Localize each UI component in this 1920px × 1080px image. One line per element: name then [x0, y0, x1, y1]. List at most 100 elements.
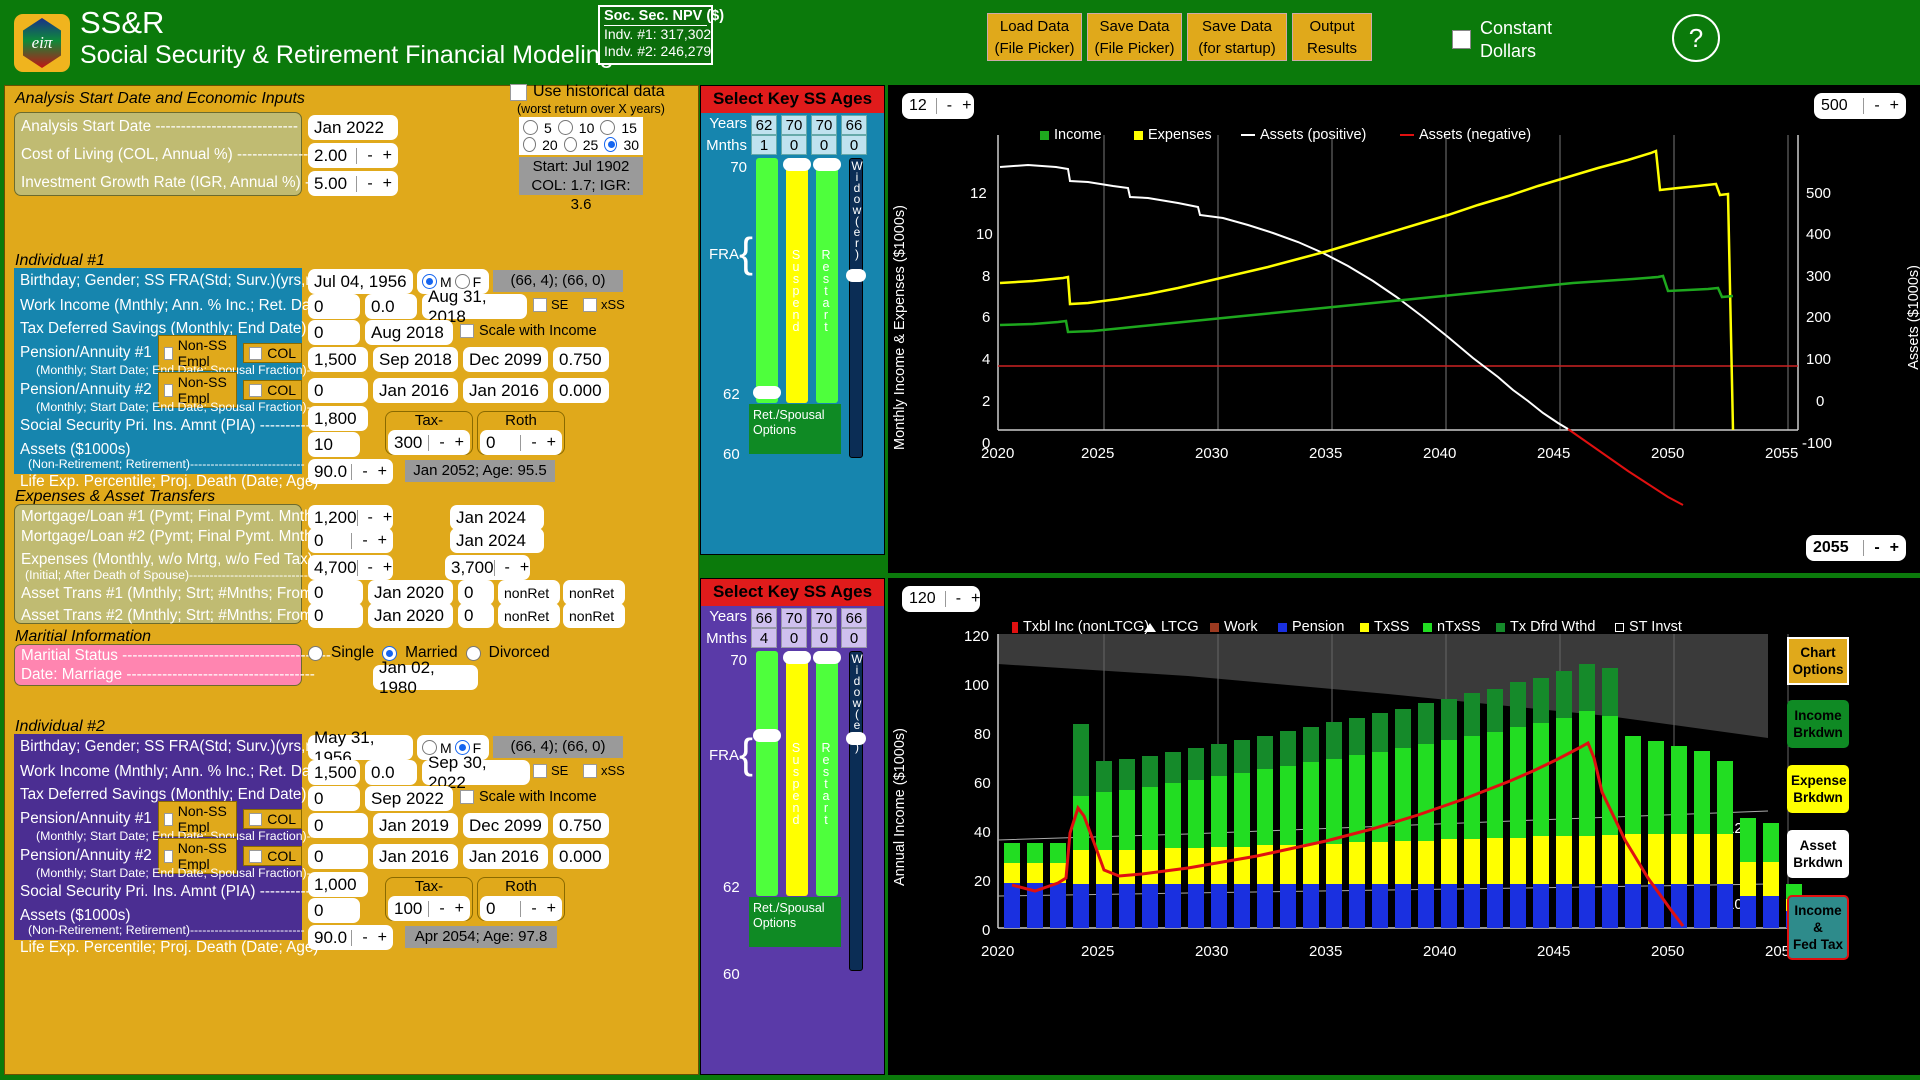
- historical-years-radiogroup[interactable]: 5 10 15 20 25 30: [519, 117, 643, 155]
- ss1-years-0[interactable]: 62: [751, 115, 777, 135]
- tc-y2max-plus[interactable]: +: [1889, 97, 1899, 114]
- i1-roth-plus[interactable]: +: [546, 433, 556, 451]
- e2-minus[interactable]: -: [504, 558, 510, 576]
- tc-y2max-minus[interactable]: -: [1874, 97, 1880, 114]
- asset-trans2-from[interactable]: nonRet: [498, 603, 560, 628]
- top-chart-ymax-value[interactable]: 12: [909, 97, 927, 114]
- i2-taxdeferred-value[interactable]: 100: [394, 898, 423, 918]
- marital-single-radio[interactable]: [308, 645, 323, 661]
- i2-pen1-fraction-input[interactable]: 0.750: [553, 813, 609, 838]
- ss1-months-0[interactable]: 1: [751, 135, 777, 155]
- i2-work-pct-input[interactable]: 0.0: [365, 760, 417, 785]
- i1-taxdef-plus[interactable]: +: [454, 433, 464, 451]
- i1-pen1-nonss-toggle[interactable]: Non-SS Empl: [157, 335, 238, 371]
- i2-pen1-col-toggle[interactable]: COL: [243, 809, 302, 829]
- i2-pen2-fraction-input[interactable]: 0.000: [553, 844, 609, 869]
- constant-dollars-checkbox[interactable]: [1452, 30, 1471, 49]
- i1-pen2-end-input[interactable]: Jan 2016: [463, 378, 548, 403]
- i1-tds-end-input[interactable]: Aug 2018: [365, 320, 453, 345]
- chart-options-button[interactable]: Chart Options: [1787, 637, 1849, 685]
- expenses-initial-group[interactable]: 4,700 - +: [308, 555, 393, 580]
- i2-lifeexp-value[interactable]: 90.0: [314, 927, 348, 947]
- ss1-slider-track-0[interactable]: [753, 158, 781, 403]
- i2-pen2-amount-input[interactable]: 0: [308, 844, 368, 869]
- i2-xss-toggle[interactable]: xSS: [583, 763, 625, 778]
- radio-25[interactable]: [563, 137, 577, 152]
- mortgage2-payment-group[interactable]: 0 - +: [308, 528, 393, 553]
- asset-trans1-months[interactable]: 0: [458, 580, 494, 605]
- i2-lifeexp-input-group[interactable]: 90.0 - +: [308, 925, 393, 950]
- ss2-slider-knob-2[interactable]: [813, 651, 841, 664]
- ss2-years-1[interactable]: 70: [781, 608, 807, 628]
- i1-pen2-start-input[interactable]: Jan 2016: [373, 378, 458, 403]
- e2-plus[interactable]: +: [519, 558, 530, 576]
- i1-taxdef-minus[interactable]: -: [439, 433, 445, 451]
- i2-se-toggle[interactable]: SE: [533, 763, 568, 778]
- igr-input-group[interactable]: 5.00 - +: [308, 171, 398, 196]
- m1-plus[interactable]: +: [382, 508, 393, 526]
- i1-se-toggle[interactable]: SE: [533, 297, 568, 312]
- i1-pen2-fraction-input[interactable]: 0.000: [553, 378, 609, 403]
- top-chart-y2max-value[interactable]: 500: [1821, 97, 1848, 114]
- col-input-group[interactable]: 2.00 - +: [308, 143, 398, 168]
- col-value[interactable]: 2.00: [314, 145, 348, 165]
- top-chart-ymax-spinner[interactable]: 12 - +: [902, 93, 974, 119]
- top-chart-y2max-spinner[interactable]: 500 - +: [1814, 93, 1906, 119]
- i1-taxdeferred-value[interactable]: 300: [394, 432, 423, 452]
- ss2-years-0[interactable]: 66: [751, 608, 777, 628]
- asset-trans1-amount[interactable]: 0: [308, 580, 363, 605]
- ss2-months-0[interactable]: 4: [751, 628, 777, 648]
- i1-lifeexp-minus[interactable]: -: [362, 462, 368, 480]
- igr-value[interactable]: 5.00: [314, 173, 348, 193]
- i2-pen2-end-input[interactable]: Jan 2016: [463, 844, 548, 869]
- i2-pen2-nonss-toggle[interactable]: Non-SS Empl: [157, 838, 238, 874]
- i1-roth-input-group[interactable]: 0 - +: [480, 430, 562, 455]
- i2-pen1-nonss-toggle[interactable]: Non-SS Empl: [157, 801, 238, 837]
- ss2-slider-knob-3[interactable]: [846, 732, 866, 745]
- asset-trans2-amount[interactable]: 0: [308, 603, 363, 628]
- help-button[interactable]: ?: [1672, 14, 1720, 62]
- bottom-chart-ymax-spinner[interactable]: 120 - +: [902, 586, 980, 612]
- asset-trans1-start[interactable]: Jan 2020: [368, 580, 453, 605]
- i1-pen1-col-toggle[interactable]: COL: [243, 343, 302, 363]
- i1-lifeexp-plus[interactable]: +: [377, 462, 387, 480]
- i2-pen1-amount-input[interactable]: 0: [308, 813, 368, 838]
- top-chart-xmax-value[interactable]: 2055: [1813, 539, 1849, 556]
- i1-lifeexp-value[interactable]: 90.0: [314, 461, 348, 481]
- i1-pen1-start-input[interactable]: Sep 2018: [373, 347, 458, 372]
- expenses-after-death[interactable]: 3,700: [451, 557, 494, 577]
- e1-plus[interactable]: +: [382, 558, 393, 576]
- expenses-initial[interactable]: 4,700: [314, 557, 357, 577]
- i2-roth-minus[interactable]: -: [531, 899, 537, 917]
- income-brkdwn-button[interactable]: Income Brkdwn: [1787, 700, 1849, 748]
- col-minus[interactable]: -: [367, 146, 373, 164]
- radio-15[interactable]: [600, 120, 616, 135]
- i2-birthday-input[interactable]: May 31, 1956: [308, 728, 413, 767]
- mortgage1-payment-group[interactable]: 1,200 - +: [308, 505, 393, 530]
- radio-30[interactable]: [604, 137, 618, 152]
- i2-taxdeferred-input-group[interactable]: 100 - +: [388, 896, 470, 921]
- i2-gender-female-radio[interactable]: [454, 740, 470, 755]
- ss2-months-3[interactable]: 0: [841, 628, 867, 648]
- ss1-months-2[interactable]: 0: [811, 135, 837, 155]
- col-plus[interactable]: +: [382, 146, 392, 164]
- ss1-years-3[interactable]: 66: [841, 115, 867, 135]
- analysis-start-date-input[interactable]: Jan 2022: [308, 115, 398, 140]
- i1-work-pct-input[interactable]: 0.0: [365, 294, 417, 319]
- ss2-slider-track-1[interactable]: Suspend: [783, 651, 811, 896]
- i1-retire-date-input[interactable]: Aug 31, 2018: [422, 287, 527, 326]
- radio-10[interactable]: [557, 120, 573, 135]
- i1-birthday-input[interactable]: Jul 04, 1956: [308, 269, 413, 294]
- bc-ymax-minus[interactable]: -: [955, 590, 962, 607]
- i2-work-income-input[interactable]: 1,500: [308, 760, 360, 785]
- i1-xss-toggle[interactable]: xSS: [583, 297, 625, 312]
- i1-gender-female-radio[interactable]: [454, 274, 470, 289]
- i2-gender-male-radio[interactable]: [422, 740, 437, 755]
- ss2-months-1[interactable]: 0: [781, 628, 807, 648]
- use-historical-row[interactable]: Use historical data: [510, 83, 665, 101]
- asset-trans1-from[interactable]: nonRet: [498, 580, 560, 605]
- ss2-years-2[interactable]: 70: [811, 608, 837, 628]
- i2-roth-input-group[interactable]: 0 - +: [480, 896, 562, 921]
- ss1-slider-knob-2[interactable]: [813, 158, 841, 171]
- igr-plus[interactable]: +: [382, 174, 392, 192]
